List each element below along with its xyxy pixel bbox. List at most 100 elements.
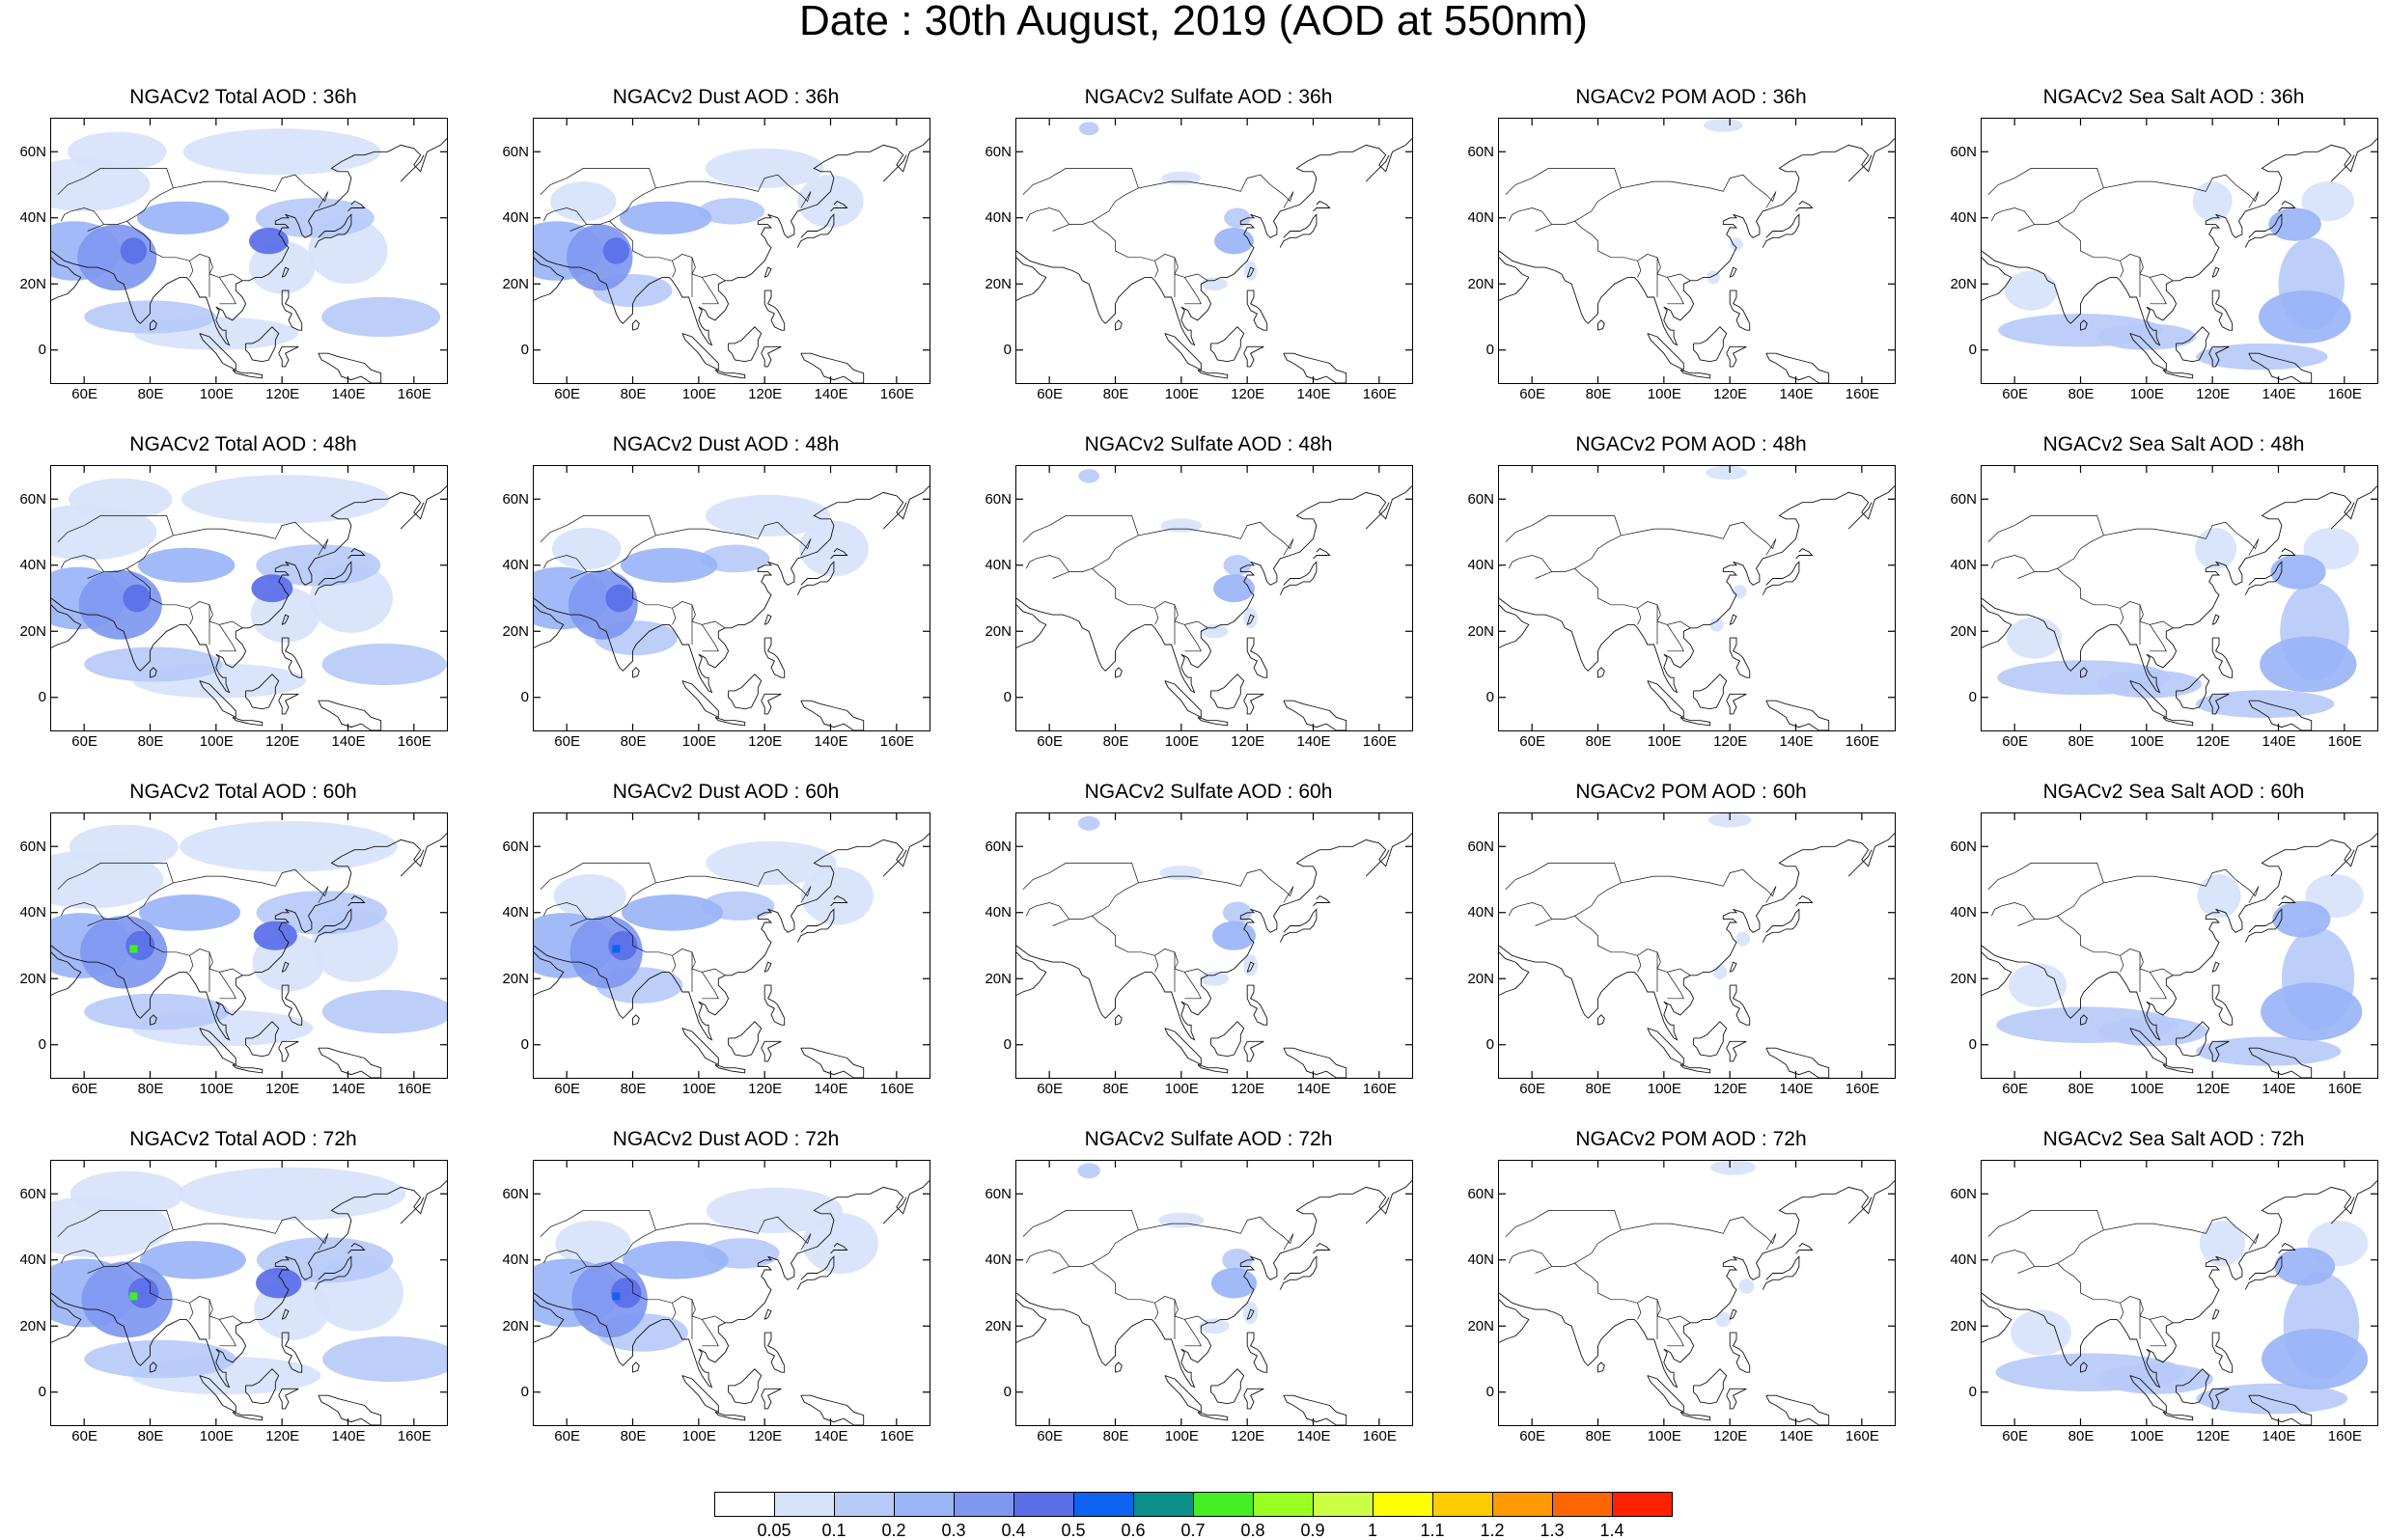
country-border (2120, 261, 2124, 278)
map-panel: NGACv2 Sulfate AOD : 48h 60N 40N 20N 0 60E 80E… (967, 432, 1450, 760)
map-panel: NGACv2 Total AOD : 36h 60N 40N 20N 0 60E 80E 10… (2, 85, 485, 413)
lon-tick-label: 140E (1779, 386, 1814, 402)
coastline (2120, 833, 2377, 1041)
aod-patch (78, 569, 162, 640)
lon-tick-label: 100E (199, 386, 234, 402)
lon-tick-label: 60E (1037, 386, 1064, 402)
country-border (540, 515, 656, 543)
aod-shading (1996, 874, 2364, 1066)
aod-patch (81, 1261, 173, 1338)
lon-tick-label: 120E (265, 1081, 300, 1097)
lon-tick-label: 80E (620, 1081, 647, 1097)
lon-tick-label: 60E (71, 733, 98, 750)
coastline (1197, 369, 1229, 379)
coastline (800, 352, 865, 383)
country-border (2150, 277, 2167, 305)
lon-tick-label: 160E (397, 1428, 431, 1444)
coastline (1762, 213, 1800, 248)
country-border (1184, 277, 1202, 305)
aod-shading (534, 840, 874, 1004)
lat-tick-label: 0 (1003, 1036, 1012, 1054)
aod-shading (1077, 815, 1259, 986)
coastline (2244, 561, 2283, 595)
coastline (534, 1299, 565, 1343)
coastline (2176, 674, 2210, 710)
coastline (763, 614, 772, 625)
coastline (2080, 1014, 2088, 1026)
lon-tick-label: 60E (2002, 733, 2029, 750)
coastline (1313, 1243, 1331, 1254)
coastline (1795, 895, 1814, 907)
lat-tick-label: 0 (1003, 689, 1012, 706)
coastline (314, 561, 352, 595)
colorbar-label: 0.8 (1240, 1521, 1265, 1540)
panel-title: NGACv2 POM AOD : 48h (1575, 433, 1807, 455)
coastline (761, 1040, 782, 1062)
coastline (1561, 968, 1638, 1019)
coastline (1765, 1394, 1830, 1425)
lat-tick-label: 40N (19, 209, 46, 227)
coastline (1283, 700, 1347, 730)
lon-tick-label: 80E (2068, 1428, 2095, 1444)
lat-axis: 60N 40N 20N 0 (1932, 118, 1977, 382)
country-border (1637, 261, 1642, 278)
country-border (219, 1319, 236, 1347)
lon-tick-label: 100E (2129, 386, 2164, 402)
coastline (2043, 620, 2121, 672)
coastline (347, 895, 366, 907)
coastline (596, 968, 673, 1019)
lon-axis: 60E 80E 100E 120E 140E 160E (533, 1081, 929, 1102)
lon-tick-label: 100E (2129, 733, 2164, 750)
country-border (1574, 521, 1777, 569)
lon-tick-label: 140E (2262, 733, 2296, 750)
coastline (314, 1255, 352, 1290)
aod-patch (706, 1187, 844, 1233)
coastline (113, 273, 190, 324)
map-panel: NGACv2 Total AOD : 60h 60N 40N 20N 0 60E 80E 10… (2, 780, 485, 1108)
aod-patch (706, 840, 837, 885)
lat-tick-label: 20N (1950, 622, 1977, 640)
aod-map (533, 1160, 930, 1426)
colorbar-swatch (894, 1492, 955, 1517)
coastline (1982, 945, 2045, 970)
coastline (2176, 1368, 2210, 1405)
coastline (1637, 138, 1895, 346)
lon-tick-label: 140E (1296, 1428, 1331, 1444)
aod-map (1981, 465, 2378, 731)
coastline (1647, 680, 1684, 719)
lon-axis: 60E 80E 100E 120E 140E 160E (533, 1428, 929, 1449)
coastline (728, 674, 763, 710)
coastline (596, 1315, 673, 1366)
coastline (1016, 945, 1080, 970)
country-border (1637, 1303, 1642, 1320)
lon-tick-label: 80E (137, 1081, 164, 1097)
coastline (534, 1292, 597, 1317)
country-border (2150, 972, 2167, 1000)
aod-patch (69, 1170, 184, 1217)
aod-patch (1242, 1301, 1259, 1325)
coastline (1765, 352, 1830, 383)
aod-patch (181, 475, 390, 524)
country-border (57, 168, 174, 196)
coastline (2278, 201, 2296, 212)
coastline (2080, 1361, 2088, 1373)
panel-title: NGACv2 POM AOD : 72h (1575, 1128, 1807, 1150)
coastline (534, 250, 597, 275)
lat-tick-label: 40N (502, 1251, 529, 1269)
aod-shading (1078, 469, 1258, 639)
coastline (1016, 951, 1047, 996)
aod-patch (2192, 181, 2233, 222)
lat-tick-label: 20N (1950, 275, 1977, 292)
coastline (1154, 485, 1412, 694)
country-border (189, 955, 194, 973)
country-border (1990, 207, 2035, 225)
lon-tick-label: 100E (1647, 386, 1681, 402)
country-border (540, 863, 656, 891)
country-border (569, 1262, 726, 1324)
panel-title: NGACv2 Sulfate AOD : 36h (1084, 86, 1333, 108)
coastline (2248, 352, 2313, 383)
country-border (1052, 915, 1208, 976)
lon-tick-label: 160E (879, 1081, 914, 1097)
country-border (1022, 515, 1139, 543)
country-border (1025, 902, 1069, 920)
